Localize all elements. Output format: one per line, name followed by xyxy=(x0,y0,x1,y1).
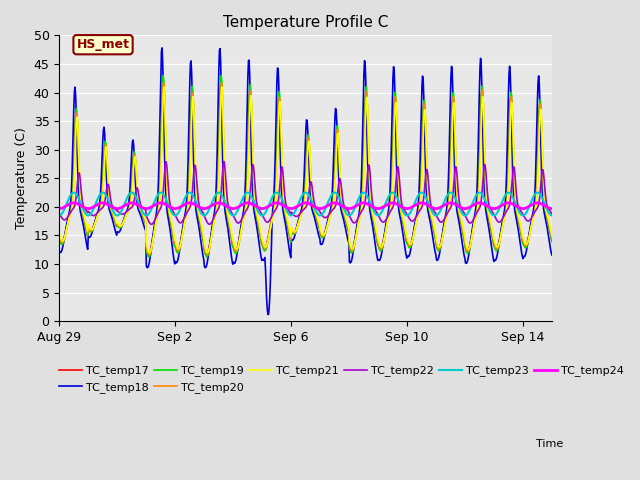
TC_temp17 xyxy=(312,212,319,218)
TC_temp17 xyxy=(156,183,163,189)
TC_temp17 xyxy=(353,223,361,228)
TC_temp18 xyxy=(312,219,319,225)
Line: TC_temp19: TC_temp19 xyxy=(60,76,552,257)
TC_temp19 xyxy=(218,73,225,79)
TC_temp19 xyxy=(433,245,441,251)
TC_temp21 xyxy=(56,231,63,237)
Text: Time: Time xyxy=(536,439,563,449)
TC_temp24 xyxy=(548,206,556,212)
TC_temp18 xyxy=(155,157,163,163)
Line: TC_temp24: TC_temp24 xyxy=(60,203,552,209)
TC_temp22 xyxy=(220,158,228,164)
TC_temp17 xyxy=(548,239,556,244)
TC_temp20 xyxy=(156,195,163,201)
TC_temp20 xyxy=(111,218,119,224)
TC_temp23 xyxy=(433,213,440,218)
TC_temp18 xyxy=(122,211,130,216)
TC_temp19 xyxy=(548,239,556,244)
TC_temp19 xyxy=(312,212,319,217)
TC_temp18 xyxy=(353,220,361,226)
TC_temp20 xyxy=(56,233,63,239)
TC_temp23 xyxy=(70,190,77,195)
TC_temp19 xyxy=(56,236,63,241)
TC_temp24 xyxy=(56,206,63,212)
Line: TC_temp23: TC_temp23 xyxy=(60,192,552,216)
TC_temp21 xyxy=(548,233,556,239)
TC_temp17 xyxy=(159,80,167,85)
TC_temp22 xyxy=(122,210,130,216)
TC_temp22 xyxy=(548,211,556,217)
Title: Temperature Profile C: Temperature Profile C xyxy=(223,15,388,30)
Y-axis label: Temperature (C): Temperature (C) xyxy=(15,127,28,229)
TC_temp24 xyxy=(112,205,120,211)
Text: HS_met: HS_met xyxy=(77,38,129,51)
TC_temp17 xyxy=(122,212,130,217)
Legend: TC_temp17, TC_temp18, TC_temp19, TC_temp20, TC_temp21, TC_temp22, TC_temp23, TC_: TC_temp17, TC_temp18, TC_temp19, TC_temp… xyxy=(55,361,628,397)
TC_temp21 xyxy=(122,214,130,219)
TC_temp21 xyxy=(353,227,361,232)
TC_temp18 xyxy=(548,252,556,258)
TC_temp19 xyxy=(203,254,211,260)
TC_temp19 xyxy=(111,220,119,226)
TC_temp24 xyxy=(433,206,440,212)
TC_temp20 xyxy=(433,243,441,249)
TC_temp18 xyxy=(158,45,166,51)
TC_temp21 xyxy=(204,250,211,255)
TC_temp21 xyxy=(312,210,319,216)
TC_temp19 xyxy=(353,225,361,231)
TC_temp19 xyxy=(122,213,130,218)
TC_temp24 xyxy=(156,200,163,206)
TC_temp22 xyxy=(56,211,63,216)
TC_temp18 xyxy=(56,248,63,254)
TC_temp17 xyxy=(56,235,63,241)
TC_temp21 xyxy=(218,84,226,90)
TC_temp18 xyxy=(264,312,272,317)
TC_temp19 xyxy=(155,199,163,205)
TC_temp23 xyxy=(122,197,130,203)
Line: TC_temp17: TC_temp17 xyxy=(60,83,552,254)
TC_temp24 xyxy=(70,200,77,206)
TC_temp24 xyxy=(353,203,360,208)
TC_temp20 xyxy=(548,236,556,241)
TC_temp20 xyxy=(312,211,319,216)
TC_temp21 xyxy=(155,205,163,211)
TC_temp24 xyxy=(122,202,130,207)
TC_temp23 xyxy=(548,213,556,218)
TC_temp17 xyxy=(145,252,152,257)
TC_temp22 xyxy=(155,208,163,214)
Line: TC_temp20: TC_temp20 xyxy=(60,83,552,254)
TC_temp23 xyxy=(112,212,120,218)
TC_temp21 xyxy=(111,216,119,222)
TC_temp22 xyxy=(205,221,213,227)
TC_temp20 xyxy=(353,226,361,232)
TC_temp20 xyxy=(160,80,168,85)
TC_temp22 xyxy=(312,204,319,210)
TC_temp20 xyxy=(145,252,153,257)
Line: TC_temp21: TC_temp21 xyxy=(60,87,552,252)
TC_temp24 xyxy=(311,204,319,210)
TC_temp20 xyxy=(122,213,130,219)
TC_temp23 xyxy=(56,213,63,218)
TC_temp22 xyxy=(111,206,119,212)
TC_temp22 xyxy=(353,217,361,223)
Line: TC_temp22: TC_temp22 xyxy=(60,161,552,224)
TC_temp22 xyxy=(433,214,441,220)
TC_temp23 xyxy=(311,206,319,212)
TC_temp17 xyxy=(111,220,119,226)
TC_temp18 xyxy=(433,258,441,264)
Line: TC_temp18: TC_temp18 xyxy=(60,48,552,314)
TC_temp23 xyxy=(156,190,163,196)
TC_temp21 xyxy=(433,240,441,246)
TC_temp17 xyxy=(433,244,441,250)
TC_temp23 xyxy=(353,200,360,206)
TC_temp18 xyxy=(111,229,119,235)
